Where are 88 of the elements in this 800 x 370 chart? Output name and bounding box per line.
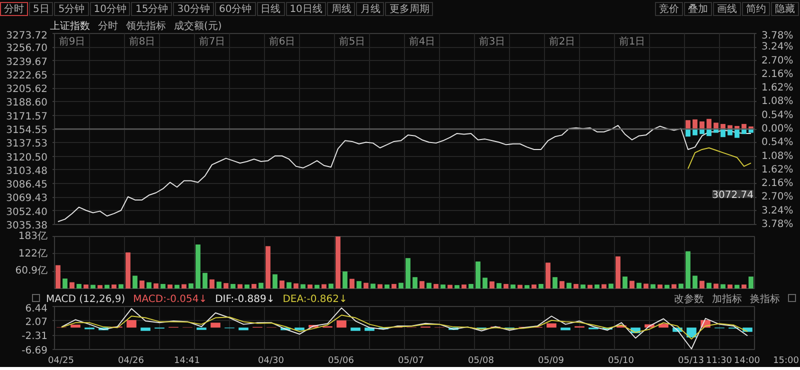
x-tick-label: 前1日 (618, 36, 646, 48)
y-tick-label: 2.07 (25, 316, 48, 328)
text: 成交额(元) (174, 21, 222, 32)
text: 15分钟 (131, 2, 172, 16)
y2-tick-label: 3.78% (762, 30, 794, 42)
text: 分时 (98, 21, 118, 32)
y2-tick-label: 2.16% (762, 68, 794, 80)
y-tick-label: 3035.38 (6, 220, 48, 232)
x-tick-label: 前5日 (338, 36, 366, 48)
series-label: DEA:-0.862↓ (282, 294, 348, 305)
y2-tick-label: 3.24% (762, 42, 794, 53)
y2-tick-label: 2.70% (762, 192, 794, 203)
y2-tick-label: 1.08% (762, 150, 794, 162)
text: 换指标 (750, 294, 780, 305)
text: 隐藏 (771, 2, 799, 16)
y-tick-label: 183亿 (18, 231, 48, 242)
x-tick-label: 11:30 (706, 355, 732, 367)
text: 5分钟 (54, 2, 89, 16)
y-tick-label: 3222.65 (6, 70, 48, 82)
y2-tick-label: 2.70% (762, 55, 794, 66)
text: 周线 (327, 2, 356, 16)
x-tick-label: 前9日 (58, 36, 86, 48)
y2-tick-label: 0.54% (762, 137, 794, 148)
y-tick-label: 3171.57 (6, 111, 48, 122)
y-tick-label: 3052.40 (6, 206, 48, 218)
x-tick-label: 05/08 (468, 355, 494, 367)
y-tick-label: 3188.60 (6, 98, 48, 109)
y-tick-label: 3120.50 (6, 152, 48, 164)
x-tick-label: 前8日 (128, 36, 156, 48)
y-tick-label: 3205.62 (6, 84, 48, 96)
x-tick-label: 前6日 (268, 36, 296, 48)
y-tick-label: 3069.43 (6, 193, 48, 204)
annotation: 3072.74 (712, 190, 754, 201)
x-tick-label: 04/26 (118, 355, 144, 367)
y2-tick-label: 1.08% (762, 96, 794, 108)
y-tick-label: 3086.45 (6, 180, 48, 191)
text: 60分钟 (214, 2, 256, 16)
series-label: DIF:-0.889↓ (215, 294, 275, 305)
x-tick-label: 14:00 (734, 355, 760, 367)
y-tick-label: -2.31 (22, 331, 48, 342)
y-tick-label: -6.69 (22, 346, 48, 356)
y2-tick-label: 2.16% (762, 178, 794, 190)
y2-tick-label: 3.24% (762, 205, 794, 216)
text: 10日线 (286, 2, 326, 16)
x-tick-label: 05/07 (398, 355, 424, 367)
x-tick-label: 前7日 (198, 36, 226, 48)
x-tick-label: 前4日 (408, 36, 436, 48)
x-tick-label: 05/13 (678, 355, 704, 367)
x-tick-label: 前3日 (478, 36, 506, 48)
x-tick-label: 05/09 (538, 355, 564, 367)
y-tick-label: 3273.72 (6, 30, 48, 42)
text: 10分钟 (90, 2, 130, 16)
y-tick-label: 60.9亿 (15, 266, 48, 277)
text: 叠加 (684, 2, 712, 16)
text: 更多周期 (385, 2, 434, 16)
text: 简约 (742, 2, 770, 16)
x-tick-label: 14:41 (174, 355, 200, 367)
text: 月线 (356, 2, 384, 16)
text: 竞价 (655, 2, 683, 16)
y-tick-label: 3154.55 (6, 125, 48, 136)
y-tick-label: 6.44 (25, 304, 48, 314)
text: 改参数 (674, 294, 704, 305)
series-label: MACD:-0.054↓ (133, 294, 208, 305)
text: 5日 (29, 2, 54, 16)
x-tick-label: 04/30 (258, 355, 284, 367)
y-tick-label: 3137.53 (6, 138, 48, 150)
y2-tick-label: 1.62% (762, 164, 794, 176)
chart-title: MACD (12,26,9) (46, 294, 126, 305)
y-tick-label: 3239.67 (6, 56, 48, 68)
y-tick-label: 3256.70 (6, 43, 48, 54)
y2-tick-label: 1.62% (762, 82, 794, 94)
y-tick-label: 3103.48 (6, 166, 48, 177)
x-tick-label: 前2日 (548, 36, 576, 48)
y2-tick-label: 3.78% (762, 219, 794, 230)
text: 分时 (0, 2, 28, 16)
x-tick-label: 04/25 (48, 355, 74, 367)
text: 领先指标 (126, 21, 166, 32)
text: 加指标 (712, 294, 742, 305)
text: 30分钟 (173, 2, 214, 16)
y-tick-label: 122亿 (18, 248, 48, 260)
x-tick-label: 05/10 (608, 355, 634, 367)
x-tick-label: 05/06 (328, 355, 354, 367)
y2-tick-label: 0.54% (762, 110, 794, 121)
text: 日线 (256, 2, 285, 16)
text: 画线 (713, 2, 741, 16)
text: 15:00 (773, 355, 799, 367)
y2-tick-label: 0.00% (762, 124, 794, 134)
chart-title: 上证指数 (50, 21, 90, 32)
